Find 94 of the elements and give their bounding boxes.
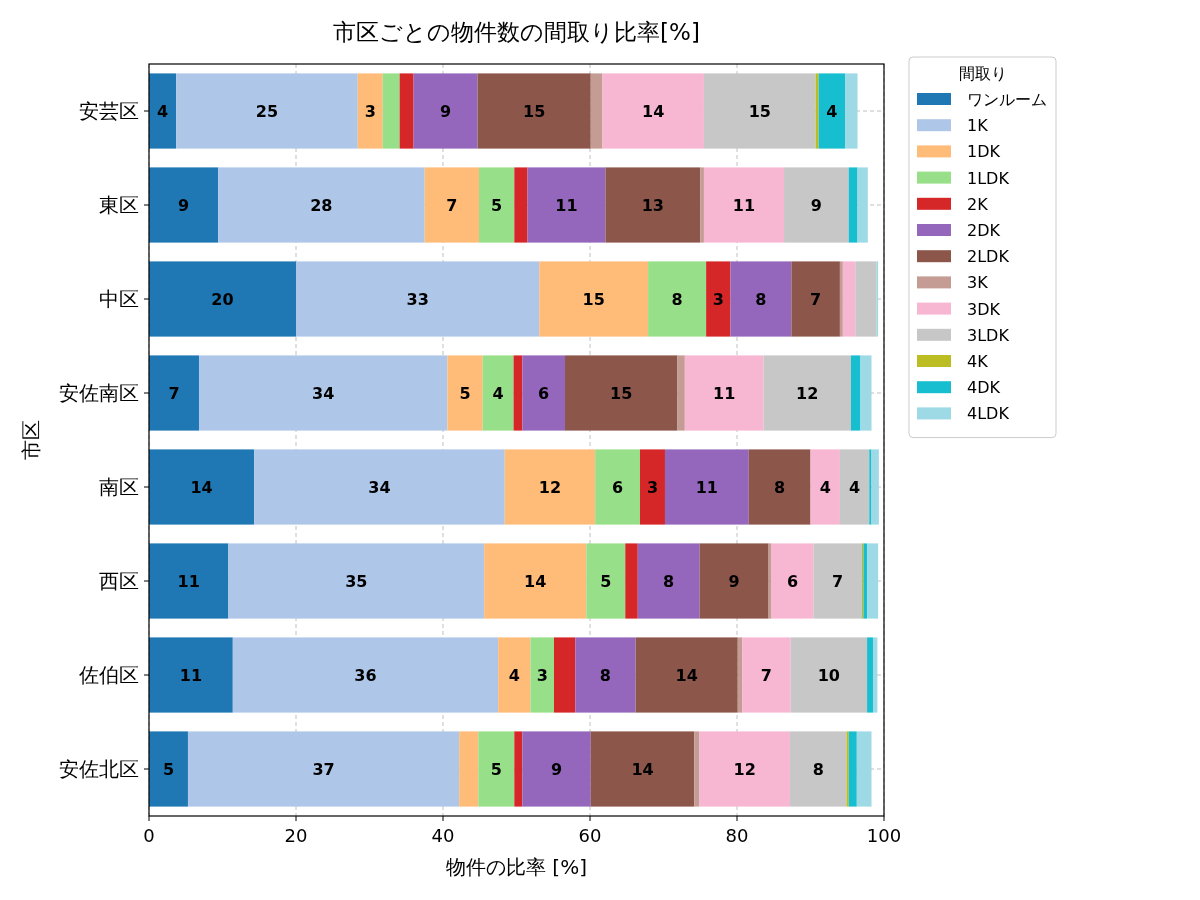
data-label: 5 xyxy=(491,196,503,215)
data-label: 7 xyxy=(168,384,180,403)
data-label: 12 xyxy=(733,760,756,779)
data-label: 33 xyxy=(406,290,429,309)
y-tick-label: 佐伯区 xyxy=(79,663,139,687)
y-tick-label: 南区 xyxy=(99,475,139,499)
legend-label: 4DK xyxy=(967,378,1001,398)
data-label: 35 xyxy=(345,572,368,591)
y-tick-label: 東区 xyxy=(99,193,139,217)
data-label: 8 xyxy=(774,478,786,497)
legend-label: 2K xyxy=(967,194,989,214)
data-label: 15 xyxy=(748,102,771,121)
legend-label: ワンルーム xyxy=(967,90,1047,109)
data-label: 4 xyxy=(849,478,861,497)
data-label: 8 xyxy=(671,290,683,309)
data-label: 14 xyxy=(675,666,698,685)
data-label: 25 xyxy=(255,102,279,121)
data-label: 13 xyxy=(641,196,664,215)
data-label: 5 xyxy=(459,384,471,403)
data-label: 14 xyxy=(642,102,665,121)
x-tick-label: 40 xyxy=(431,825,455,846)
data-label: 36 xyxy=(354,666,377,685)
data-label: 4 xyxy=(508,666,520,685)
data-label: 15 xyxy=(610,384,633,403)
data-label: 3 xyxy=(536,666,548,685)
data-label: 9 xyxy=(728,572,740,591)
data-label: 10 xyxy=(817,666,841,685)
data-label: 11 xyxy=(177,572,200,591)
data-label: 7 xyxy=(832,572,844,591)
data-label: 9 xyxy=(177,196,190,215)
y-tick-label: 中区 xyxy=(99,287,139,311)
y-axis-title: 市区 xyxy=(19,420,43,460)
data-label: 28 xyxy=(310,196,333,215)
data-label: 15 xyxy=(582,290,605,309)
data-label: 14 xyxy=(524,572,547,591)
y-tick-label: 安佐北区 xyxy=(59,757,139,781)
data-label: 4 xyxy=(157,102,169,121)
data-label: 6 xyxy=(611,478,624,497)
data-label: 11 xyxy=(713,384,736,403)
y-tick-label: 西区 xyxy=(99,569,139,593)
data-label: 9 xyxy=(550,760,563,779)
legend-title: 間取り xyxy=(958,64,1007,83)
data-label: 8 xyxy=(663,572,675,591)
data-label: 5 xyxy=(600,572,612,591)
data-label: 34 xyxy=(368,478,391,497)
chart-title: 市区ごとの物件数の間取り比率[%] xyxy=(333,19,700,45)
data-label: 5 xyxy=(490,760,502,779)
legend-label: 4LDK xyxy=(967,404,1010,424)
data-label: 6 xyxy=(538,384,550,403)
data-label: 6 xyxy=(786,572,799,591)
legend-label: 2LDK xyxy=(967,247,1010,267)
data-label: 12 xyxy=(538,478,562,497)
data-label: 3 xyxy=(646,478,659,497)
data-label: 4 xyxy=(819,478,831,497)
data-label: 7 xyxy=(810,290,822,309)
legend-label: 3DK xyxy=(967,299,1001,319)
data-label: 12 xyxy=(796,384,819,403)
y-tick-label: 安佐南区 xyxy=(59,381,139,405)
x-tick-label: 80 xyxy=(725,825,749,846)
data-label: 14 xyxy=(631,760,654,779)
legend-label: 2DK xyxy=(967,221,1001,240)
x-tick-label: 60 xyxy=(578,825,602,846)
x-tick-label: 100 xyxy=(866,825,902,846)
legend-label: 1LDK xyxy=(967,168,1010,188)
data-label: 9 xyxy=(810,196,822,215)
data-label: 5 xyxy=(162,760,175,779)
legend-label: 1DK xyxy=(967,142,1001,162)
x-axis-title: 物件の比率 [%] xyxy=(446,855,587,879)
x-tick-label: 20 xyxy=(284,825,308,846)
data-label: 34 xyxy=(312,384,335,403)
data-label: 3 xyxy=(712,290,724,309)
data-label: 11 xyxy=(695,478,718,497)
data-label: 14 xyxy=(190,478,213,497)
data-label: 11 xyxy=(555,196,578,215)
data-label: 8 xyxy=(812,760,824,779)
legend-label: 1K xyxy=(967,116,989,136)
data-label: 7 xyxy=(446,196,458,215)
x-tick-label: 0 xyxy=(143,825,155,846)
data-label: 7 xyxy=(760,666,772,685)
data-label: 8 xyxy=(599,666,612,685)
data-label: 9 xyxy=(440,102,452,121)
data-label: 8 xyxy=(755,290,767,309)
legend-label: 4K xyxy=(967,352,989,371)
data-label: 37 xyxy=(312,760,335,779)
legend-label: 3LDK xyxy=(967,325,1010,345)
data-label: 4 xyxy=(492,384,504,403)
y-tick-label: 安芸区 xyxy=(79,99,139,123)
data-label: 11 xyxy=(732,196,756,215)
data-label: 4 xyxy=(826,102,838,121)
data-label: 11 xyxy=(179,666,203,685)
data-label: 3 xyxy=(364,102,376,121)
data-label: 20 xyxy=(211,290,234,309)
legend-label: 3K xyxy=(967,273,989,293)
data-label: 15 xyxy=(523,102,546,121)
